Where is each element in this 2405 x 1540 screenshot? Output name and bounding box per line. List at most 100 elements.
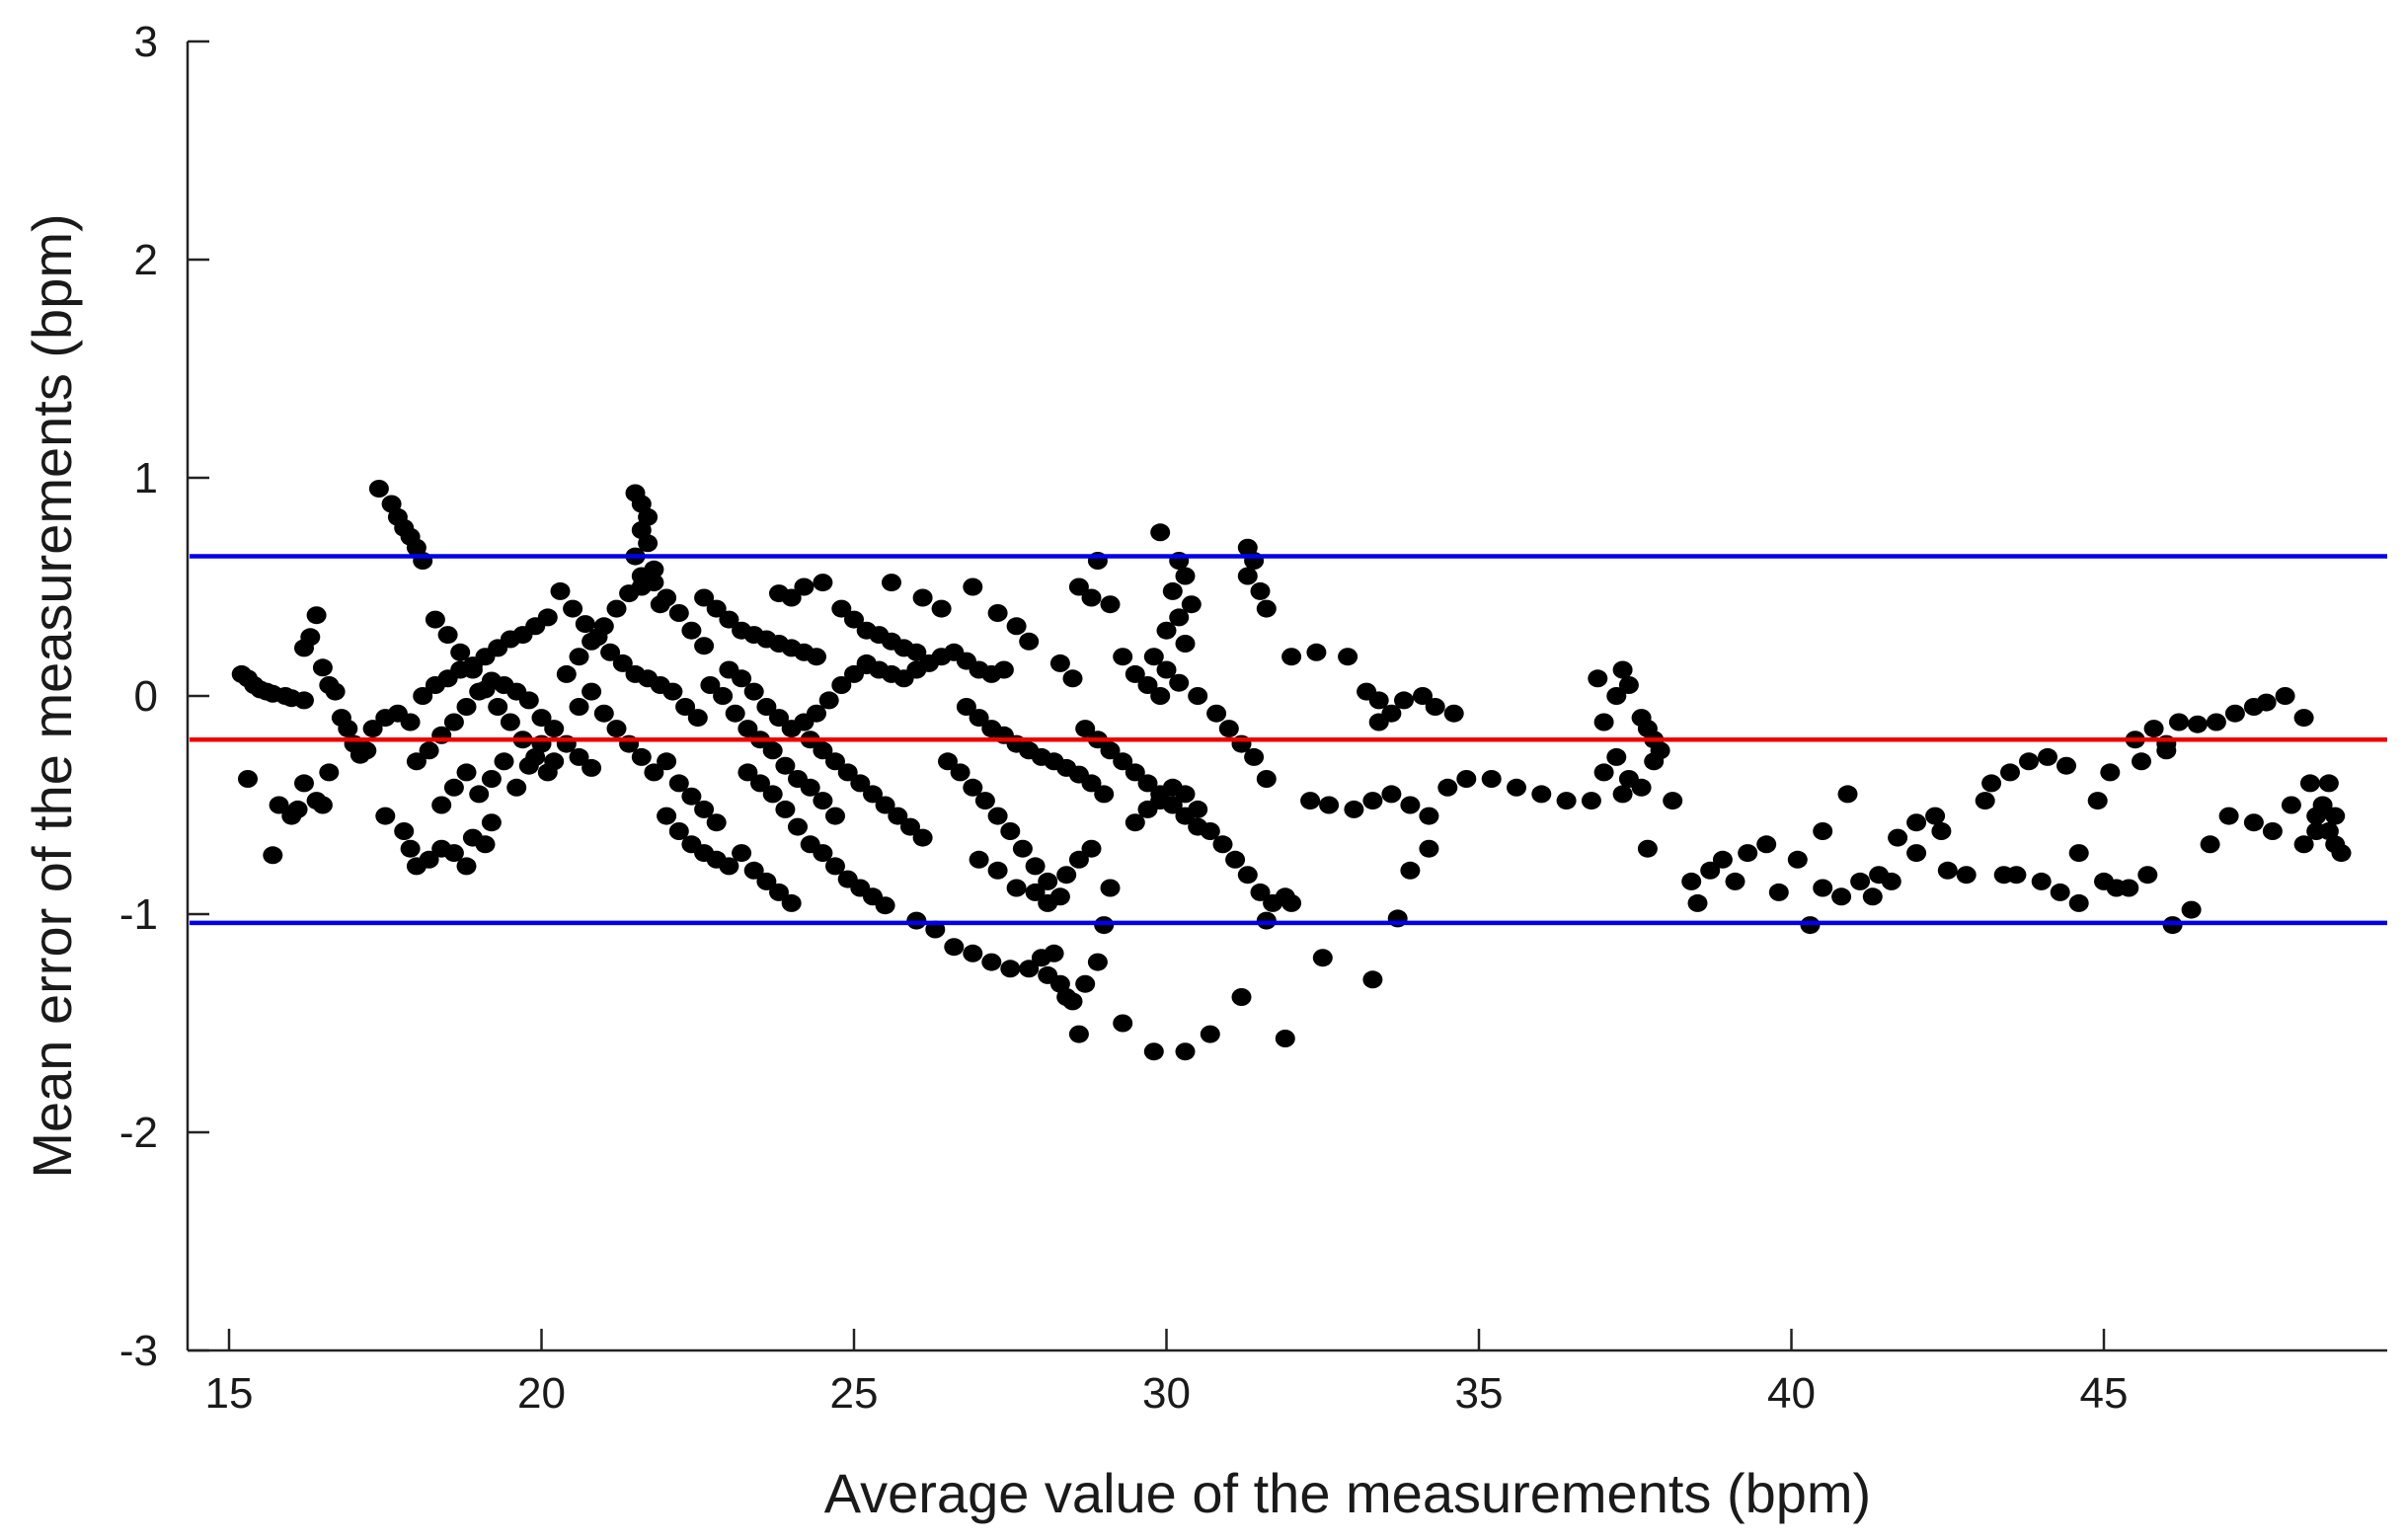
data-point — [912, 588, 933, 607]
data-point — [518, 756, 539, 775]
data-point — [544, 752, 565, 771]
data-point — [1100, 741, 1121, 760]
data-point — [2331, 844, 2352, 863]
data-point — [2281, 796, 2301, 814]
data-point — [488, 698, 508, 716]
data-point — [325, 682, 346, 701]
data-point — [1787, 850, 1808, 869]
data-point — [1687, 893, 1708, 912]
data-point — [956, 698, 976, 716]
data-point — [431, 796, 452, 814]
data-point — [1606, 747, 1627, 766]
data-point — [1256, 770, 1277, 788]
x-tick-label: 20 — [517, 1369, 566, 1418]
data-point — [238, 770, 258, 788]
data-point — [631, 578, 652, 596]
data-point — [987, 604, 1008, 622]
data-point — [1593, 713, 1614, 732]
data-point — [1156, 660, 1177, 679]
x-tick-label: 35 — [1455, 1369, 1504, 1418]
data-point — [294, 774, 314, 793]
data-point — [1094, 916, 1115, 935]
data-point — [694, 588, 715, 607]
data-point — [1237, 866, 1258, 885]
data-point — [1413, 687, 1433, 705]
y-tick-label: 2 — [134, 236, 158, 284]
data-point — [443, 844, 464, 863]
data-point — [769, 709, 789, 728]
data-point — [319, 763, 340, 782]
data-point — [794, 578, 815, 596]
data-point — [1481, 770, 1502, 788]
y-axis-ticks: -3 -2 -1 0 1 2 3 — [119, 18, 209, 1375]
data-point — [825, 857, 845, 876]
data-point — [732, 669, 752, 688]
data-point — [1400, 861, 1421, 880]
data-point — [1175, 567, 1196, 585]
data-point — [2256, 693, 2277, 712]
data-point — [1612, 785, 1633, 804]
data-point — [762, 741, 783, 760]
y-tick-label: 0 — [134, 672, 158, 721]
data-point — [368, 480, 389, 498]
data-point — [906, 643, 927, 661]
data-point — [1231, 988, 1252, 1006]
data-point — [1169, 608, 1190, 627]
data-point — [1419, 807, 1439, 825]
data-point — [600, 643, 621, 661]
data-point — [2181, 900, 2202, 919]
data-point — [1813, 879, 1833, 897]
data-point — [1756, 835, 1777, 854]
data-point — [1025, 883, 1046, 901]
data-point — [1888, 828, 1908, 847]
data-point — [644, 560, 664, 578]
data-point — [1937, 861, 1958, 880]
data-point — [813, 574, 833, 592]
data-point — [638, 534, 659, 553]
data-point — [462, 660, 483, 679]
data-point — [1100, 595, 1121, 614]
data-point — [800, 778, 820, 797]
data-point — [1881, 872, 1901, 890]
data-point — [969, 709, 989, 728]
data-point — [500, 713, 520, 732]
y-tick-label: -1 — [119, 890, 158, 939]
data-point — [475, 680, 496, 699]
data-point — [1644, 752, 1665, 771]
data-point — [1113, 752, 1133, 771]
data-point — [2306, 822, 2327, 840]
data-point — [1250, 581, 1271, 600]
data-point — [831, 676, 852, 694]
data-point — [2119, 879, 2139, 897]
data-point — [756, 698, 777, 716]
data-point — [987, 807, 1008, 825]
data-point — [1618, 676, 1639, 694]
data-point — [694, 637, 715, 655]
data-point — [1507, 778, 1526, 797]
data-point — [2325, 807, 2346, 825]
data-point — [1087, 953, 1108, 971]
data-point — [1362, 970, 1383, 989]
data-point — [1244, 747, 1265, 766]
data-point — [400, 713, 421, 732]
data-point — [844, 610, 864, 629]
data-point — [582, 632, 602, 651]
data-point — [437, 626, 458, 645]
data-point — [1062, 669, 1083, 688]
data-point — [312, 796, 333, 814]
data-point — [725, 704, 745, 723]
data-point — [1612, 660, 1633, 679]
data-point — [481, 770, 502, 788]
data-point — [2094, 872, 2114, 890]
data-point — [575, 615, 595, 634]
data-point — [1049, 654, 1070, 672]
data-point — [1975, 792, 1995, 810]
data-point — [406, 752, 427, 771]
data-point — [1981, 774, 2002, 793]
data-point — [1338, 648, 1358, 666]
data-point — [1456, 770, 1477, 788]
data-point — [593, 617, 614, 636]
data-point — [582, 682, 602, 701]
data-point — [2050, 883, 2070, 901]
data-point — [569, 648, 589, 666]
